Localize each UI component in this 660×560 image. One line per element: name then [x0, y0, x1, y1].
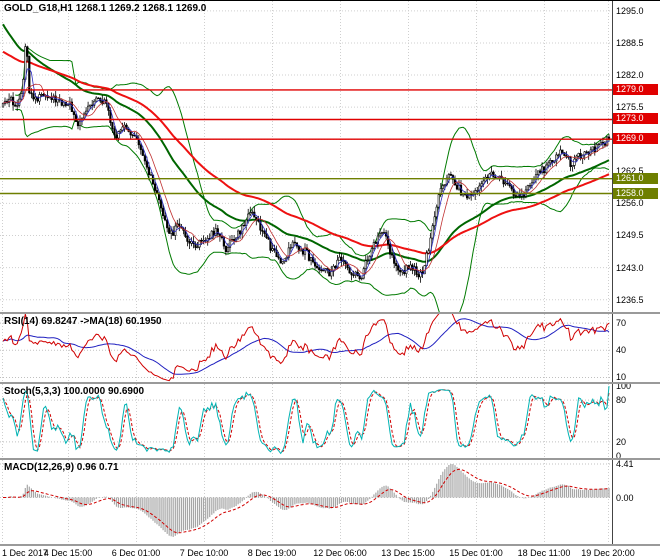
- rsi-label: RSI(14) 69.8247 ->MA(18) 60.1950: [4, 316, 162, 327]
- macd-histogram: [4, 464, 610, 537]
- price-level-label: 1273.0: [613, 113, 658, 125]
- stochastic-indicator-panel[interactable]: Stoch(5,3,3) 100.0000 90.6900 100 80 20 0: [0, 381, 660, 461]
- price-tick-label: 1275.5: [616, 102, 644, 113]
- price-plot: [0, 1, 612, 312]
- rsi-tick-label: 10: [616, 372, 627, 383]
- panel-separator[interactable]: [0, 312, 660, 314]
- rsi-tick-label: 70: [616, 318, 627, 329]
- time-axis-label: 15 Dec 01:00: [449, 548, 503, 558]
- vertical-grid-lines: [2, 1, 609, 312]
- ma-red-line: [2, 50, 610, 255]
- rsi-tick-label: 40: [616, 345, 627, 356]
- stoch-k-line: [2, 386, 610, 455]
- macd-indicator-panel[interactable]: MACD(12,26,9) 0.96 0.71 4.41 0.00: [0, 459, 660, 544]
- stochastic-label: Stoch(5,3,3) 100.0000 90.6900: [4, 386, 145, 397]
- time-axis-label: 4 Dec 15:00: [43, 548, 93, 558]
- time-axis-label: 13 Dec 15:00: [381, 548, 435, 558]
- time-axis-label: 6 Dec 01:00: [111, 548, 161, 558]
- macd-label: MACD(12,26,9) 0.96 0.71: [4, 462, 119, 473]
- horizontal-grid-lines: [0, 10, 612, 301]
- macd-plot: [0, 460, 612, 544]
- time-axis-label: 12 Dec 06:00: [313, 548, 367, 558]
- price-tick-label: 1249.5: [616, 230, 644, 241]
- rsi-plot: [0, 314, 612, 382]
- macd-tick-label: 0.00: [616, 492, 634, 503]
- panel-separator[interactable]: [0, 544, 660, 546]
- price-axis-divider: [612, 1, 613, 546]
- bollinger-upper-band: [15, 46, 610, 257]
- ma-fast-blue-line: [2, 68, 610, 277]
- price-level-label: 1279.0: [613, 83, 658, 95]
- candlesticks: [1, 43, 611, 283]
- stochastic-tick-label: 0: [616, 450, 622, 461]
- stochastic-tick-label: 20: [616, 436, 627, 447]
- time-axis-label: 19 Dec 20:00: [581, 548, 635, 558]
- time-axis-label: 7 Dec 10:00: [179, 548, 229, 558]
- stochastic-tick-label: 100: [616, 381, 632, 392]
- rsi-ma-line: [2, 318, 610, 375]
- price-tick-label: 1262.5: [616, 166, 644, 177]
- panel-separator[interactable]: [0, 382, 660, 384]
- macd-signal-line: [3, 468, 610, 534]
- time-axis[interactable]: 1 Dec 2017 4 Dec 15:00 6 Dec 01:00 7 Dec 10…: [0, 546, 660, 560]
- stochastic-plot: [0, 384, 612, 458]
- price-level-label: 1261.0: [613, 172, 658, 184]
- price-tick-label: 1236.5: [616, 294, 644, 305]
- rsi-line: [2, 314, 610, 382]
- price-tick-label: 1288.5: [616, 37, 644, 48]
- stochastic-tick-label: 80: [616, 395, 627, 406]
- rsi-indicator-panel[interactable]: RSI(14) 69.8247 ->MA(18) 60.1950 70 40 10: [0, 314, 660, 382]
- price-tick-label: 1256.0: [616, 198, 644, 209]
- price-tick-label: 1243.0: [616, 262, 644, 273]
- symbol-ohlc-label: GOLD_G18,H1 1268.1 1269.2 1268.1 1269.0: [4, 3, 207, 14]
- ma-green-line: [2, 23, 610, 263]
- price-tick-label: 1295.0: [616, 5, 644, 16]
- price-level-label: 1258.0: [613, 187, 658, 199]
- price-tick-label: 1282.0: [616, 70, 644, 81]
- panel-separator[interactable]: [0, 458, 660, 460]
- price-level-label: 1269.0: [613, 133, 658, 145]
- macd-tick-label: 4.41: [616, 459, 634, 470]
- time-axis-label: 18 Dec 11:00: [517, 548, 571, 558]
- time-axis-label: 1 Dec 2017: [2, 548, 49, 558]
- price-chart-panel[interactable]: GOLD_G18,H1 1268.1 1269.2 1268.1 1269.0 …: [0, 1, 660, 312]
- time-axis-label: 8 Dec 19:00: [247, 548, 297, 558]
